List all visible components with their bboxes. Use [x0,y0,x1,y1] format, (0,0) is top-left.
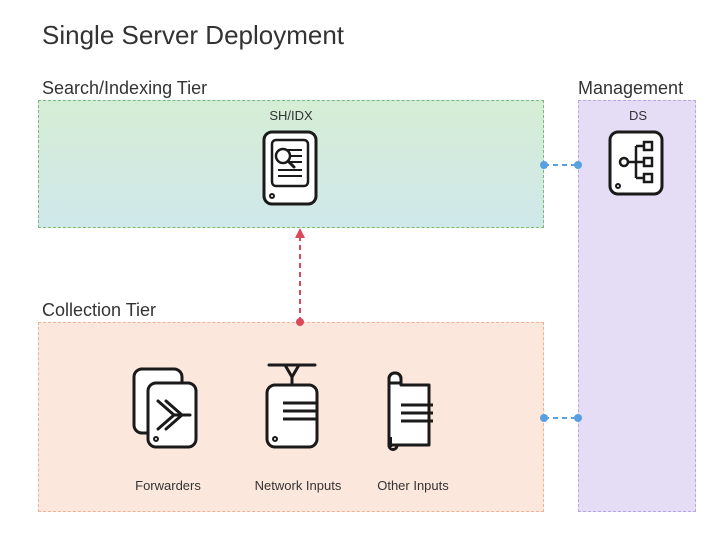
collection-tier-label: Collection Tier [42,300,156,321]
ds-icon [604,128,668,198]
management-tier-label: Management [578,78,683,99]
shidx-label: SH/IDX [261,108,321,123]
diagram-title: Single Server Deployment [42,20,344,51]
search-tier-label: Search/Indexing Tier [42,78,207,99]
network-inputs-icon [255,355,329,455]
other-inputs-label: Other Inputs [368,478,458,493]
forwarders-icon [130,365,204,455]
forwarders-label: Forwarders [128,478,208,493]
other-inputs-icon [375,365,439,455]
shidx-icon [258,128,322,208]
ds-label: DS [620,108,656,123]
network-inputs-label: Network Inputs [248,478,348,493]
